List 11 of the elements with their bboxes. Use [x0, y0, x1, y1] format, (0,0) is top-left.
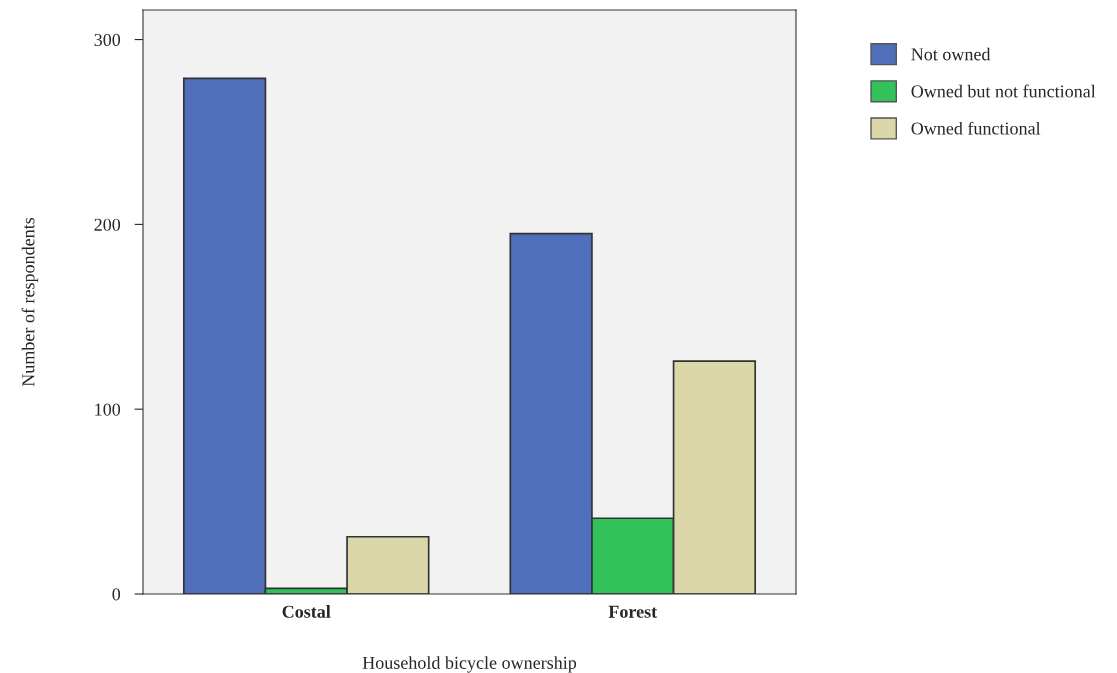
y-axis-title: Number of respondents [21, 217, 39, 387]
x-axis-title: Household bicycle ownership [362, 656, 577, 673]
legend-label: Not owned [911, 47, 991, 61]
x-tick-label: Forest [608, 605, 658, 618]
y-tick-label: 200 [94, 218, 121, 231]
y-tick-label: 100 [95, 403, 121, 416]
y-tick-label: 0 [112, 588, 121, 601]
y-tick-label: 300 [94, 33, 121, 47]
x-tick-label: Costal [282, 605, 331, 618]
legend-label: Owned functional [911, 121, 1041, 135]
legend-label: Owned but not functional [911, 84, 1096, 98]
